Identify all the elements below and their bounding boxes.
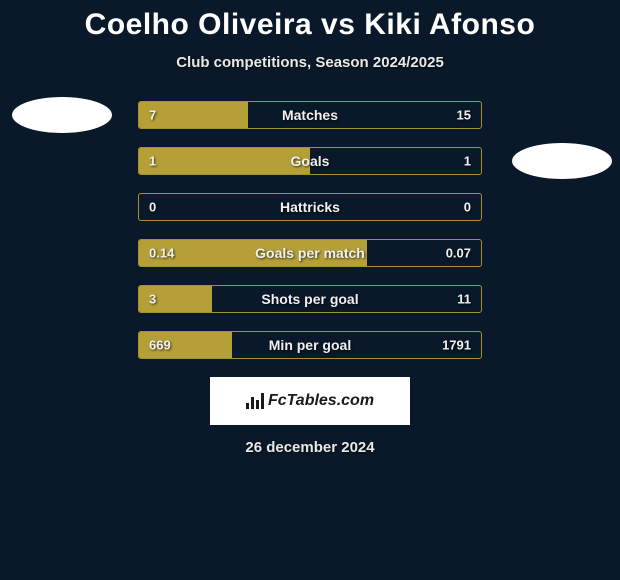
stat-bar-left-fill	[139, 240, 367, 266]
stat-row: Goals per match0.140.07	[0, 239, 620, 267]
page-subtitle: Club competitions, Season 2024/2025	[0, 54, 620, 71]
bars-icon	[246, 393, 264, 409]
stat-bar-left-fill	[139, 102, 248, 128]
stat-value-right: 0	[464, 200, 471, 215]
footer-badge: FcTables.com	[210, 377, 410, 425]
stat-bar: Hattricks0 0	[138, 193, 482, 221]
stat-row: Min per goal6691791	[0, 331, 620, 359]
stat-row: Matches715	[0, 101, 620, 129]
page-title: Coelho Oliveira vs Kiki Afonso	[0, 0, 620, 42]
stat-bar: Matches715	[138, 101, 482, 129]
stat-bar-left-fill	[139, 148, 310, 174]
stat-bar: Shots per goal311	[138, 285, 482, 313]
stat-value-right: 1	[464, 154, 471, 169]
stat-bar: Goals per match0.140.07	[138, 239, 482, 267]
stat-value-right: 11	[457, 292, 471, 307]
stat-value-right: 1791	[442, 338, 471, 353]
stats-area: Matches715 Goals11 Hattricks0 0 Goals per ma…	[0, 101, 620, 359]
stat-bar-left-fill	[139, 286, 212, 312]
stat-value-right: 15	[457, 108, 471, 123]
stat-bar: Goals11	[138, 147, 482, 175]
footer-badge-content: FcTables.com	[246, 392, 374, 410]
stat-value-right: 0.07	[446, 246, 471, 261]
avatar-right	[512, 143, 612, 179]
stat-bar-left-fill	[139, 332, 232, 358]
stat-row: Shots per goal311	[0, 285, 620, 313]
stat-row: Hattricks0 0	[0, 193, 620, 221]
stat-bar: Min per goal6691791	[138, 331, 482, 359]
stat-label: Hattricks	[139, 199, 481, 215]
footer-badge-text: FcTables.com	[268, 392, 374, 410]
footer-date: 26 december 2024	[0, 439, 620, 456]
stat-row: Goals11	[0, 147, 620, 175]
avatar-left	[12, 97, 112, 133]
stat-value-left: 0	[149, 200, 156, 215]
